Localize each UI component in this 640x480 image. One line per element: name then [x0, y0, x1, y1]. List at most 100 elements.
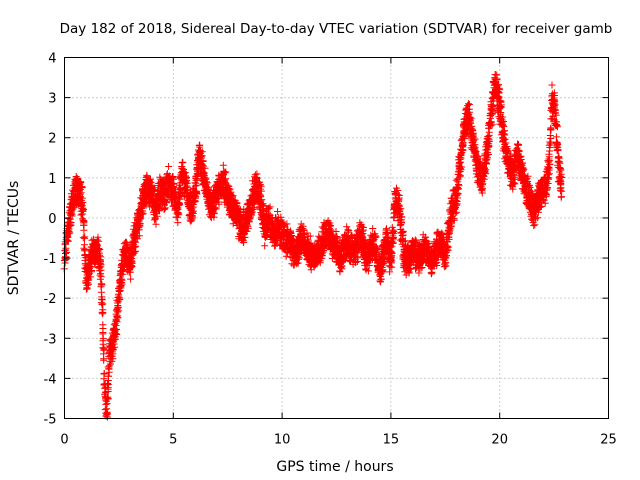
data-point [103, 400, 111, 408]
data-point [95, 237, 103, 245]
y-tick-label: -4 [44, 372, 57, 387]
x-tick-label: 15 [383, 433, 400, 448]
data-point [118, 279, 125, 286]
data-point [153, 212, 161, 220]
data-point [174, 219, 182, 227]
data-point [165, 163, 173, 170]
data-point [99, 309, 107, 317]
data-point [135, 232, 143, 240]
data-point [100, 356, 108, 364]
data-point [73, 174, 81, 182]
data-point [198, 152, 206, 160]
data-point [179, 158, 187, 166]
data-point [197, 152, 205, 160]
data-point [222, 168, 230, 176]
data-point [100, 345, 108, 353]
data-point [139, 210, 147, 218]
data-point [128, 259, 136, 267]
data-point [77, 211, 85, 219]
data-point [113, 325, 121, 333]
data-point [189, 213, 196, 221]
data-point [219, 161, 227, 169]
data-point [81, 234, 88, 242]
x-tick-label: 5 [169, 433, 177, 448]
data-point [104, 388, 112, 395]
data-point [103, 408, 111, 416]
data-point [192, 181, 200, 189]
data-point [87, 273, 95, 281]
data-point [80, 219, 88, 227]
data-point [96, 246, 104, 254]
data-point [88, 267, 96, 274]
y-tick-label: -5 [44, 413, 57, 428]
data-point [104, 394, 112, 402]
data-point [111, 343, 119, 351]
data-point [77, 179, 85, 187]
data-point [115, 307, 123, 315]
data-point [95, 245, 103, 252]
data-point [98, 281, 106, 289]
x-axis-title: GPS time / hours [276, 459, 393, 475]
y-tick-label: 4 [48, 52, 56, 67]
data-point [105, 380, 113, 388]
data-point [64, 237, 72, 245]
y-tick-label: -3 [44, 332, 57, 347]
data-point [176, 195, 184, 203]
y-tick-label: -1 [44, 252, 57, 267]
data-point [210, 213, 218, 221]
x-tick-label: 20 [491, 433, 508, 448]
data-point [79, 199, 87, 206]
y-axis-title: SDTVAR / TECUs [6, 181, 22, 296]
data-point [62, 256, 70, 263]
y-tick-label: 1 [48, 172, 56, 187]
data-point [100, 369, 108, 377]
x-tick-label: 0 [60, 433, 68, 448]
data-point [201, 164, 209, 172]
data-point [203, 179, 211, 187]
data-point [78, 183, 86, 191]
data-point [80, 226, 88, 234]
data-point [69, 205, 77, 213]
data-point [147, 175, 154, 183]
data-point [94, 233, 102, 241]
data-point [97, 273, 105, 281]
x-tick-label: 10 [274, 433, 291, 448]
data-point [98, 296, 106, 304]
data-point [161, 204, 169, 212]
data-point [143, 171, 151, 179]
data-point [193, 190, 201, 198]
data-point [189, 210, 197, 217]
data-point [66, 229, 74, 237]
data-point [104, 380, 111, 387]
data-point [116, 296, 124, 304]
data-point [67, 218, 75, 226]
data-point [215, 200, 223, 208]
y-tick-label: 3 [48, 92, 56, 107]
data-point [97, 261, 105, 269]
data-point [191, 194, 199, 202]
y-tick-label: -2 [44, 292, 57, 307]
data-point [199, 158, 207, 165]
data-point [175, 211, 183, 219]
data-point [105, 372, 112, 380]
data-point [110, 340, 118, 348]
data-point [163, 199, 171, 207]
data-point [127, 275, 135, 283]
data-series-sdtvar [60, 71, 566, 421]
data-point [187, 216, 195, 224]
data-point [147, 179, 155, 187]
chart-title: Day 182 of 2018, Sidereal Day-to-day VTE… [60, 21, 613, 37]
data-point [155, 203, 163, 211]
data-point [221, 169, 229, 177]
data-point [152, 220, 160, 228]
data-point [161, 205, 168, 213]
data-point [99, 330, 107, 338]
y-tick-label: 0 [48, 212, 56, 227]
data-point [99, 321, 107, 329]
data-point [196, 141, 204, 149]
data-point [79, 207, 87, 215]
x-tick-label: 25 [600, 433, 617, 448]
data-point [80, 206, 87, 213]
data-point [212, 205, 220, 213]
